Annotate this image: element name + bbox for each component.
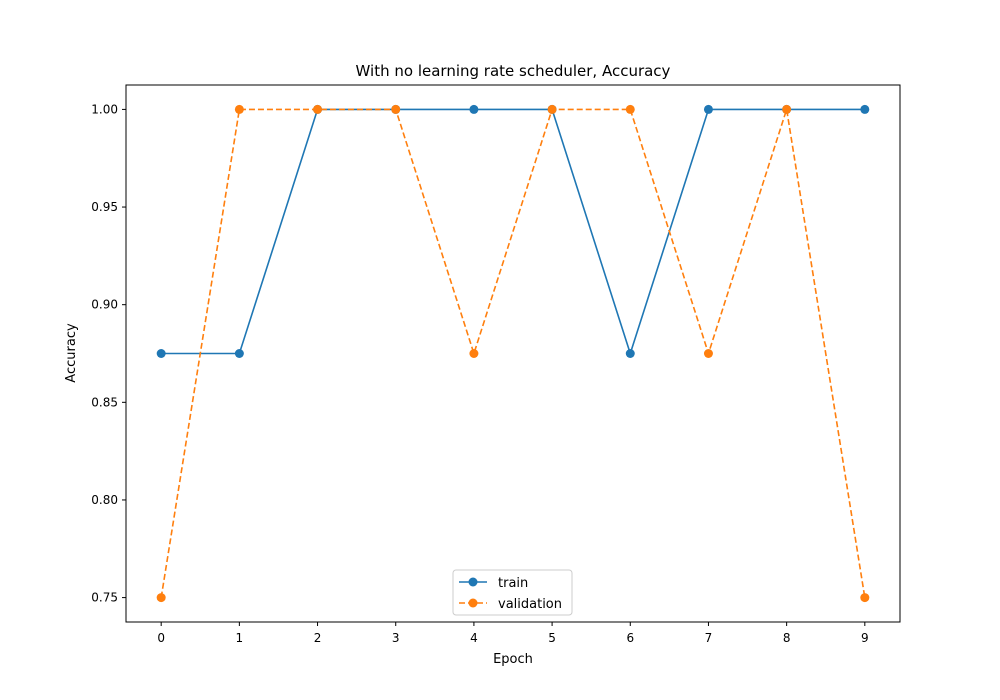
x-tick-label: 0	[157, 631, 165, 645]
legend-marker-train	[468, 577, 478, 587]
data-point-train	[156, 349, 166, 358]
x-tick-label: 3	[392, 631, 400, 645]
x-axis-label: Epoch	[493, 652, 533, 667]
data-point-train	[860, 104, 870, 114]
x-tick-label: 5	[548, 631, 556, 645]
data-point-validation	[782, 104, 792, 114]
data-point-train	[703, 104, 713, 114]
data-point-validation	[703, 349, 713, 358]
data-point-train	[625, 349, 635, 358]
data-point-train	[234, 349, 244, 358]
data-point-validation	[234, 104, 244, 114]
x-tick-label: 9	[861, 631, 869, 645]
y-tick-label: 0.80	[91, 493, 118, 507]
legend-marker-validation	[468, 598, 478, 608]
data-point-validation	[469, 349, 479, 358]
y-tick-label: 0.75	[91, 591, 118, 605]
plot-frame	[125, 84, 901, 623]
legend-label-train: train	[498, 576, 528, 591]
y-tick-label: 0.85	[91, 395, 118, 409]
x-tick-label: 2	[314, 631, 322, 645]
data-point-train	[469, 104, 479, 114]
y-tick-label: 0.95	[91, 200, 118, 214]
chart-title: With no learning rate scheduler, Accurac…	[356, 62, 671, 80]
data-point-validation	[625, 104, 635, 114]
x-tick-label: 7	[705, 631, 713, 645]
x-tick-label: 8	[783, 631, 791, 645]
legend-label-validation: validation	[498, 597, 562, 612]
data-point-validation	[547, 104, 557, 114]
data-point-validation	[156, 593, 166, 603]
x-tick-label: 4	[470, 631, 478, 645]
series-line-validation	[160, 108, 866, 598]
data-point-validation	[313, 104, 323, 114]
y-tick-label: 0.90	[91, 298, 118, 312]
series-line-train	[161, 108, 865, 357]
y-axis-label: Accuracy	[64, 323, 79, 383]
y-tick-label: 1.00	[91, 102, 118, 116]
data-point-validation	[860, 593, 870, 603]
legend: train validation	[452, 569, 573, 616]
data-point-validation	[391, 104, 401, 114]
x-tick-label: 1	[236, 631, 244, 645]
x-tick-label: 6	[626, 631, 634, 645]
plot-area	[156, 104, 870, 603]
